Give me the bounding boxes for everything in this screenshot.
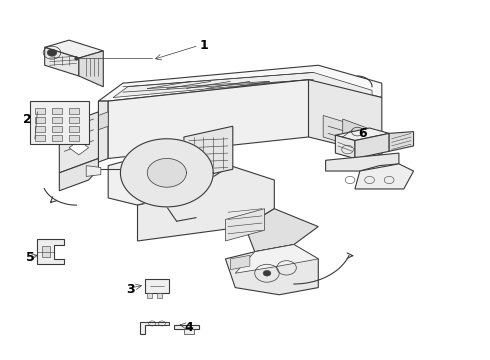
Polygon shape <box>145 279 169 293</box>
Polygon shape <box>98 112 108 130</box>
Polygon shape <box>113 72 372 98</box>
Polygon shape <box>355 134 389 158</box>
Text: 6: 6 <box>358 127 367 140</box>
Polygon shape <box>335 135 355 158</box>
Polygon shape <box>52 117 62 123</box>
Polygon shape <box>52 126 62 132</box>
Circle shape <box>263 270 271 276</box>
Polygon shape <box>184 329 194 334</box>
Polygon shape <box>35 117 45 123</box>
Polygon shape <box>235 244 318 273</box>
Polygon shape <box>69 126 79 132</box>
Polygon shape <box>59 158 98 191</box>
Polygon shape <box>86 166 101 176</box>
Polygon shape <box>157 293 162 298</box>
Polygon shape <box>121 139 213 207</box>
Polygon shape <box>343 119 372 144</box>
Polygon shape <box>79 51 103 87</box>
Polygon shape <box>69 135 79 140</box>
Circle shape <box>47 49 57 56</box>
Polygon shape <box>35 108 45 114</box>
Polygon shape <box>98 101 108 162</box>
Polygon shape <box>225 244 318 295</box>
Polygon shape <box>389 132 414 151</box>
Polygon shape <box>69 108 79 114</box>
Polygon shape <box>42 246 49 257</box>
Polygon shape <box>335 128 389 140</box>
Polygon shape <box>323 116 382 155</box>
Polygon shape <box>37 239 64 264</box>
Text: 3: 3 <box>126 283 134 296</box>
Polygon shape <box>69 117 79 123</box>
Polygon shape <box>52 108 62 114</box>
Text: 2: 2 <box>23 113 32 126</box>
Polygon shape <box>45 40 103 58</box>
Polygon shape <box>174 325 198 329</box>
Polygon shape <box>147 293 152 298</box>
Polygon shape <box>147 158 186 187</box>
Polygon shape <box>69 140 89 155</box>
Polygon shape <box>52 135 62 140</box>
Text: 4: 4 <box>184 320 193 333</box>
Polygon shape <box>108 155 230 205</box>
Polygon shape <box>245 209 318 252</box>
Polygon shape <box>326 153 399 171</box>
Text: 5: 5 <box>25 251 34 264</box>
Polygon shape <box>230 255 250 270</box>
Polygon shape <box>184 126 233 180</box>
Polygon shape <box>309 80 382 155</box>
Polygon shape <box>45 47 79 76</box>
Polygon shape <box>30 101 89 144</box>
Polygon shape <box>225 209 265 241</box>
Polygon shape <box>98 65 382 101</box>
Polygon shape <box>108 80 309 158</box>
Polygon shape <box>138 166 274 241</box>
Polygon shape <box>59 112 98 173</box>
Polygon shape <box>35 126 45 132</box>
Text: 1: 1 <box>199 39 208 52</box>
Polygon shape <box>355 164 414 189</box>
Polygon shape <box>140 321 169 334</box>
Polygon shape <box>35 135 45 140</box>
